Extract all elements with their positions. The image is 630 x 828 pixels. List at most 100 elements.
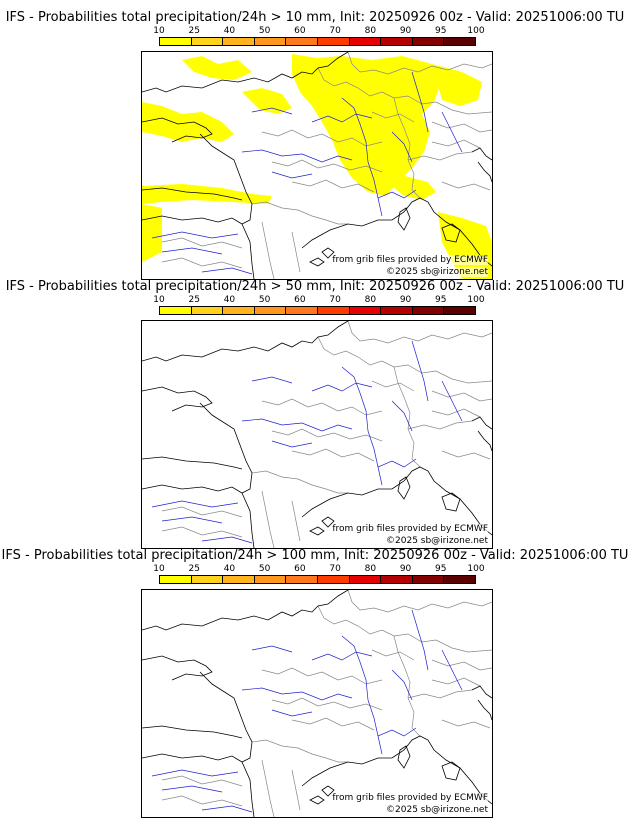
colorbar (159, 306, 476, 315)
river-line (201, 805, 253, 813)
river-line (341, 366, 369, 432)
border-line (251, 470, 348, 494)
river-line (251, 376, 293, 384)
colorbar-segment (444, 576, 475, 583)
border-line (161, 506, 243, 518)
coastline (441, 223, 461, 243)
colorbar-segment (317, 307, 350, 314)
coastline (142, 117, 213, 143)
colorbar-tick-label: 90 (399, 295, 412, 305)
river-line (241, 418, 353, 432)
colorbar-segment (381, 576, 413, 583)
river-line (391, 131, 413, 163)
colorbar-segment (254, 38, 287, 45)
border-line (291, 448, 375, 462)
colorbar-segment (191, 38, 224, 45)
border-line (291, 231, 301, 273)
river-line (391, 400, 413, 432)
border-line (441, 181, 491, 191)
coastline (142, 52, 349, 93)
source-credit: from grib files provided by ECMWF (332, 255, 488, 265)
river-line (377, 189, 417, 199)
border-line (371, 380, 415, 392)
river-line (241, 687, 353, 701)
river-line (377, 727, 417, 737)
panel-title: IFS - Probabilities total precipitation/… (1, 548, 629, 563)
colorbar-segment (286, 38, 318, 45)
border-line (291, 769, 301, 811)
colorbar-tick-label: 40 (223, 295, 236, 305)
border-line (161, 526, 243, 538)
colorbar-tick-label: 25 (188, 295, 200, 305)
river-line (391, 669, 413, 701)
coastline (309, 795, 325, 805)
border-line (317, 67, 492, 115)
coastline (301, 197, 492, 267)
colorbar (159, 575, 476, 584)
border-line (393, 635, 421, 737)
coastline (309, 257, 325, 267)
river-line (241, 149, 353, 163)
coastline (309, 526, 325, 536)
colorbar-tick-label: 40 (223, 564, 236, 574)
panel-10mm: IFS - Probabilities total precipitation/… (0, 10, 630, 280)
source-credit: from grib files provided by ECMWF (332, 524, 488, 534)
panel-title: IFS - Probabilities total precipitation/… (5, 279, 625, 294)
border-line (271, 697, 383, 711)
coastline (441, 492, 461, 512)
colorbar-segment (254, 576, 287, 583)
panel-title: IFS - Probabilities total precipitation/… (5, 10, 625, 25)
border-line (407, 689, 473, 699)
copyright: ©2025 sb@irizone.net (386, 805, 488, 815)
river-line (411, 71, 429, 133)
colorbar-ticks: 10 25 40 50 60 70 80 90 95 100 (153, 564, 484, 574)
colorbar-tick-label: 80 (364, 564, 377, 574)
coastline (441, 761, 461, 781)
border-line (261, 398, 383, 416)
colorbar-segment (317, 38, 350, 45)
coastline (471, 685, 492, 699)
colorbar-segment (444, 38, 475, 45)
river-line (271, 440, 313, 448)
coastline (142, 187, 243, 201)
colorbar-tick-label: 80 (364, 295, 377, 305)
border-line (441, 719, 491, 729)
river-line (151, 500, 239, 508)
colorbar-tick-label: 25 (188, 564, 200, 574)
precip-area (432, 64, 482, 106)
precip-area (142, 102, 234, 142)
border-line (261, 667, 383, 685)
colorbar-tick-label: 70 (329, 295, 341, 305)
border-line (347, 590, 492, 613)
border-line (161, 775, 243, 787)
colorbar-tick-label: 50 (258, 295, 271, 305)
colorbar-tick-label: 50 (258, 564, 271, 574)
colorbar-segment (412, 576, 445, 583)
coastline (471, 147, 492, 161)
colorbar-tick-label: 60 (294, 564, 306, 574)
coastline (321, 785, 335, 797)
coastline (321, 247, 335, 259)
coastline (301, 466, 492, 536)
river-line (251, 645, 293, 653)
colorbar-tick-label: 10 (153, 295, 165, 305)
coastline (142, 133, 253, 225)
colorbar-tick-label: 100 (467, 26, 485, 36)
colorbar-segment (349, 38, 382, 45)
border-line (431, 121, 492, 133)
river-line (441, 380, 463, 422)
river-line (271, 709, 313, 717)
coastline (142, 402, 253, 494)
border-line (261, 759, 275, 817)
river-line (251, 107, 293, 115)
copyright: ©2025 sb@irizone.net (386, 267, 488, 277)
map-svg (142, 590, 492, 817)
coastline (241, 492, 255, 548)
coastline (397, 745, 411, 769)
colorbar-tick-label: 25 (188, 26, 200, 36)
colorbar-tick-label: 60 (294, 295, 306, 305)
border-line (431, 139, 481, 149)
colorbar-tick-label: 100 (467, 564, 485, 574)
border-line (261, 129, 383, 147)
map-svg (142, 321, 492, 548)
